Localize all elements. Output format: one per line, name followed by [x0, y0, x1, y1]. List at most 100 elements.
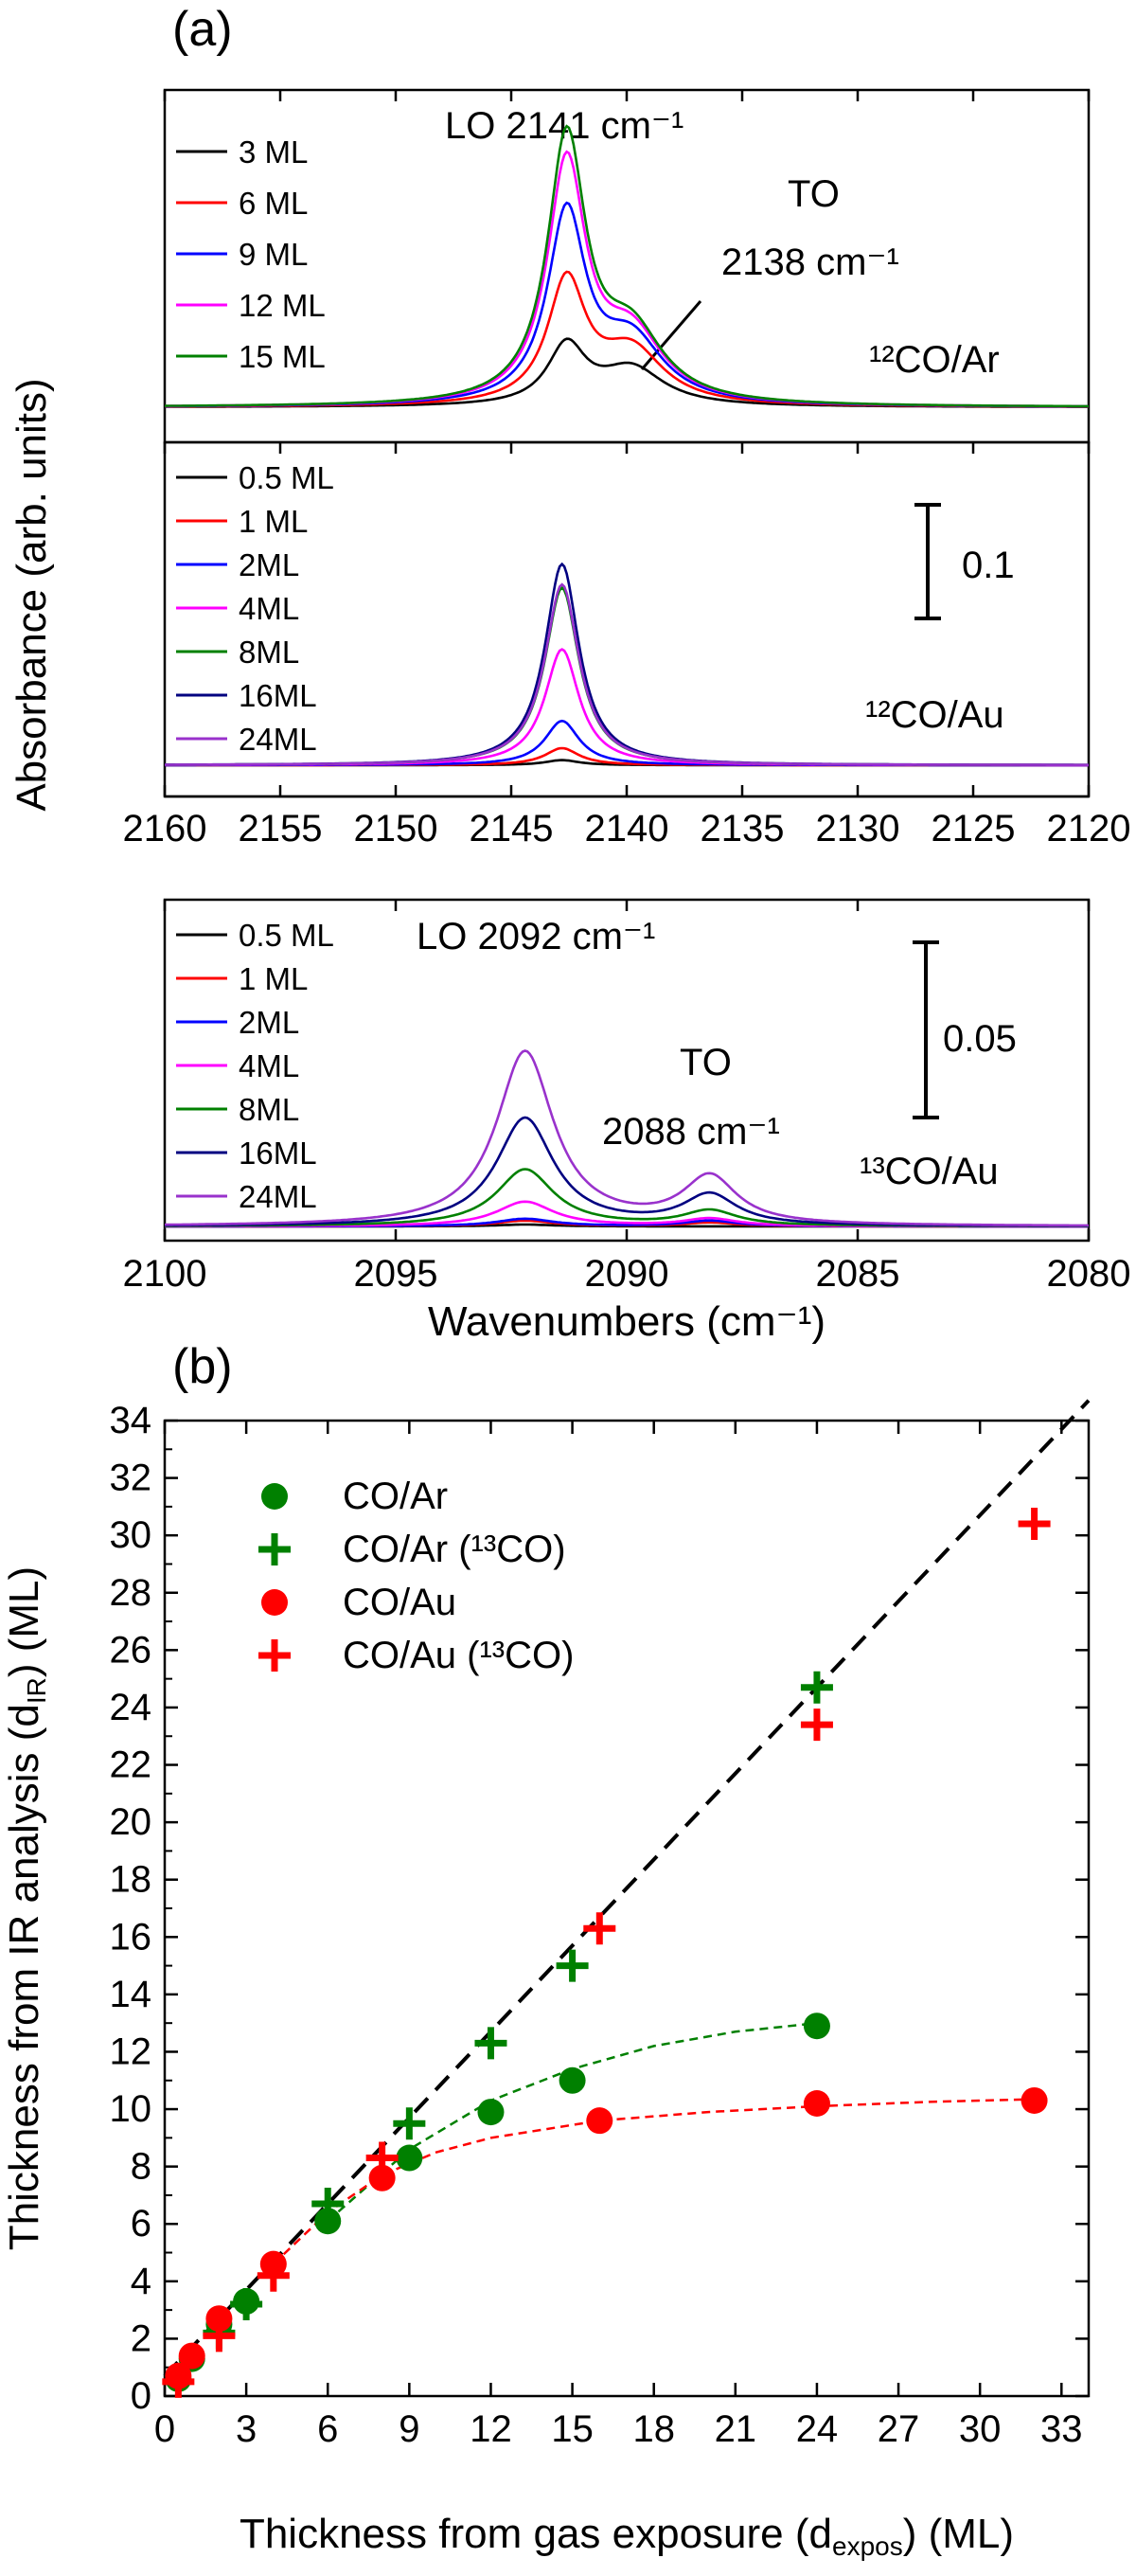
middle-scale-bar-label: 0.1	[962, 545, 1015, 586]
b-point-s3-6	[1018, 1508, 1051, 1541]
b-x-tick-label-6: 18	[632, 2408, 675, 2450]
b-x-tick-label-3: 9	[399, 2408, 419, 2450]
b-legend-label-2: CO/Au	[343, 1582, 456, 1623]
b-point-s2-4	[368, 2164, 396, 2191]
b-y-tick-label-0: 0	[131, 2375, 151, 2417]
middle-scale-bar	[914, 503, 941, 620]
top-to-pointer	[640, 300, 702, 370]
b-point-s1-1	[230, 2288, 263, 2321]
b-y-tick-label-2: 4	[131, 2261, 151, 2302]
panel-b-label: (b)	[172, 1339, 233, 1394]
panel-b-x-axis-title: Thickness from gas exposure (dexpos) (ML…	[240, 2511, 1014, 2561]
b-point-s2-5	[586, 2107, 613, 2135]
b-point-s1-5	[556, 1949, 589, 1982]
b-x-tick-label-2: 6	[317, 2408, 338, 2450]
top-spectrum-series-4	[165, 124, 1089, 408]
top-legend-label-1: 6 ML	[239, 186, 308, 221]
b-point-s0-7	[559, 2066, 586, 2094]
bottom-legend-label-0: 0.5 ML	[239, 918, 334, 953]
middle-legend-label-3: 4ML	[239, 591, 299, 626]
middle-x-tick-label-3: 2145	[470, 808, 554, 850]
b-y-tick-label-5: 10	[110, 2088, 152, 2130]
bottom-x-tick-label-4: 2080	[1047, 1253, 1131, 1295]
b-x-tick-label-10: 30	[959, 2408, 1002, 2450]
b-point-s3-1	[203, 2319, 236, 2352]
middle-legend-label-0: 0.5 ML	[239, 460, 334, 495]
b-y-tick-label-9: 18	[110, 1859, 152, 1901]
b-y-tick-label-12: 24	[110, 1687, 152, 1728]
bottom-legend-label-1: 1 ML	[239, 961, 308, 996]
b-point-s3-2	[257, 2259, 290, 2292]
b-x-tick-label-9: 27	[878, 2408, 920, 2450]
middle-x-tick-label-1: 2155	[239, 808, 323, 850]
middle-spectrum-series-6	[165, 582, 1089, 766]
b-x-tick-label-7: 21	[715, 2408, 757, 2450]
bottom-lo-annotation: LO 2092 cm⁻¹	[417, 916, 655, 957]
middle-legend-label-4: 8ML	[239, 635, 299, 670]
bottom-scale-bar	[913, 940, 939, 1119]
b-point-s0-5	[396, 2144, 423, 2172]
top-legend-label-3: 12 ML	[239, 288, 326, 323]
bottom-to-annotation: TO	[680, 1042, 732, 1083]
top-sample-label: ¹²CO/Ar	[869, 339, 1000, 381]
b-legend-marker-1	[258, 1533, 291, 1565]
b-legend-label-0: CO/Ar	[343, 1476, 448, 1517]
panel-b-frame	[163, 1419, 1091, 2398]
b-legend-label-3: CO/Au (¹³CO)	[343, 1635, 574, 1676]
chart-marks-layer: 3 ML 6 ML 9 ML 12 ML 15 ML 0.5 ML 1 ML 2ML 4ML 8M…	[110, 90, 1131, 2450]
b-y-tick-label-14: 28	[110, 1572, 152, 1614]
b-y-tick-label-8: 16	[110, 1916, 152, 1958]
top-to-annotation: TO	[788, 173, 840, 215]
middle-x-tick-label-2: 2150	[354, 808, 438, 850]
b-y-tick-label-6: 12	[110, 2030, 152, 2072]
panel-a-x-axis-title: Wavenumbers (cm⁻¹)	[428, 1298, 825, 1345]
b-point-s0-6	[477, 2099, 505, 2126]
bottom-x-tick-label-0: 2100	[123, 1253, 207, 1295]
b-y-tick-label-10: 20	[110, 1801, 152, 1843]
top-legend-label-4: 15 ML	[239, 339, 326, 374]
bottom-spectrum-series-6	[165, 1049, 1089, 1227]
middle-sample-label: ¹²CO/Au	[865, 694, 1004, 736]
middle-legend-label-1: 1 ML	[239, 504, 308, 539]
b-y-tick-label-7: 14	[110, 1974, 152, 2015]
b-legend-label-1: CO/Ar (¹³CO)	[343, 1529, 566, 1570]
b-x-tick-label-5: 15	[551, 2408, 594, 2450]
b-reference-line	[163, 1399, 1091, 2378]
b-x-tick-label-11: 33	[1040, 2408, 1083, 2450]
b-fit-curve-1	[272, 2098, 1035, 2265]
b-legend-marker-2	[261, 1589, 288, 1616]
bottom-sample-label: ¹³CO/Au	[860, 1151, 999, 1192]
b-x-tick-label-8: 24	[796, 2408, 839, 2450]
b-y-tick-label-11: 22	[110, 1744, 152, 1786]
b-point-s2-2	[205, 2305, 233, 2333]
middle-x-tick-label-4: 2140	[585, 808, 669, 850]
bottom-legend-label-4: 8ML	[239, 1092, 299, 1127]
b-y-tick-label-1: 2	[131, 2317, 151, 2359]
b-x-tick-label-1: 3	[236, 2408, 257, 2450]
bottom-to-wavenumber: 2088 cm⁻¹	[602, 1111, 780, 1153]
b-point-s2-1	[178, 2342, 205, 2370]
b-y-tick-label-4: 8	[131, 2146, 151, 2188]
top-lo-annotation: LO 2141 cm⁻¹	[445, 105, 683, 147]
b-x-tick-label-0: 0	[154, 2408, 175, 2450]
top-legend-label-0: 3 ML	[239, 134, 308, 170]
middle-x-tick-label-8: 2120	[1047, 808, 1131, 850]
b-legend-marker-0	[261, 1483, 288, 1510]
bottom-legend-label-3: 4ML	[239, 1048, 299, 1083]
middle-legend-label-2: 2ML	[239, 547, 299, 582]
middle-x-tick-label-6: 2130	[816, 808, 900, 850]
bottom-legend-label-2: 2ML	[239, 1005, 299, 1040]
b-point-s3-5	[800, 1708, 833, 1742]
panel-a-label: (a)	[172, 2, 233, 57]
middle-legend-label-6: 24ML	[239, 722, 317, 757]
middle-x-tick-label-7: 2125	[932, 808, 1016, 850]
b-point-s0-4	[314, 2208, 342, 2235]
top-legend-label-2: 9 ML	[239, 237, 308, 272]
b-point-s1-4	[474, 2027, 507, 2060]
b-point-s1-3	[393, 2107, 426, 2140]
b-legend-marker-3	[258, 1639, 291, 1672]
middle-x-tick-label-0: 2160	[123, 808, 207, 850]
b-point-s3-3	[365, 2141, 399, 2174]
b-y-tick-label-13: 26	[110, 1629, 152, 1671]
top-to-wavenumber: 2138 cm⁻¹	[721, 242, 899, 283]
